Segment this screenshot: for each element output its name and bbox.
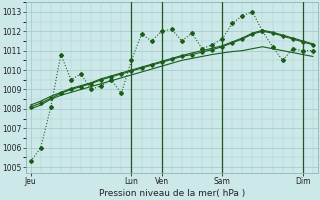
X-axis label: Pression niveau de la mer( hPa ): Pression niveau de la mer( hPa ) [99,189,245,198]
